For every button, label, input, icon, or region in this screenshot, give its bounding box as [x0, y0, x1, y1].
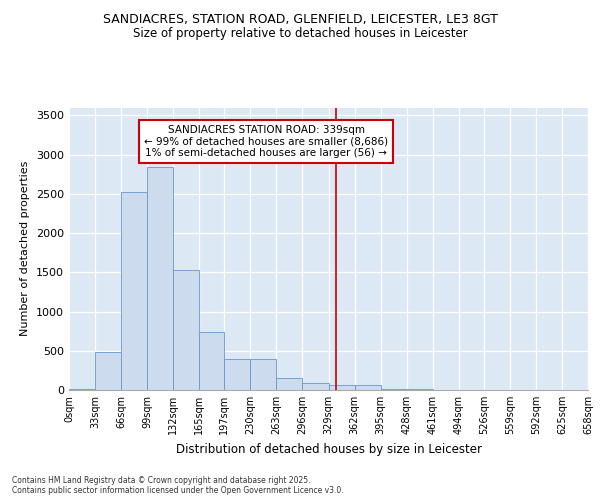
Bar: [302, 383, 329, 390]
Bar: [147, 167, 173, 390]
Text: Size of property relative to detached houses in Leicester: Size of property relative to detached ho…: [133, 28, 467, 40]
Text: SANDIACRES, STATION ROAD, GLENFIELD, LEICESTER, LE3 8GT: SANDIACRES, STATION ROAD, GLENFIELD, LEI…: [103, 12, 497, 26]
Bar: [380, 389, 407, 390]
Bar: [329, 386, 355, 390]
Bar: [121, 192, 147, 390]
Y-axis label: Number of detached properties: Number of detached properties: [20, 161, 31, 336]
Bar: [277, 378, 302, 390]
Bar: [250, 360, 277, 390]
Bar: [173, 270, 199, 390]
Bar: [199, 332, 224, 390]
Text: Contains HM Land Registry data © Crown copyright and database right 2025.
Contai: Contains HM Land Registry data © Crown c…: [12, 476, 344, 495]
Bar: [69, 389, 95, 390]
Text: SANDIACRES STATION ROAD: 339sqm
← 99% of detached houses are smaller (8,686)
1% : SANDIACRES STATION ROAD: 339sqm ← 99% of…: [144, 125, 388, 158]
X-axis label: Distribution of detached houses by size in Leicester: Distribution of detached houses by size …: [176, 442, 482, 456]
Bar: [95, 352, 121, 390]
Bar: [224, 360, 250, 390]
Bar: [355, 384, 380, 390]
